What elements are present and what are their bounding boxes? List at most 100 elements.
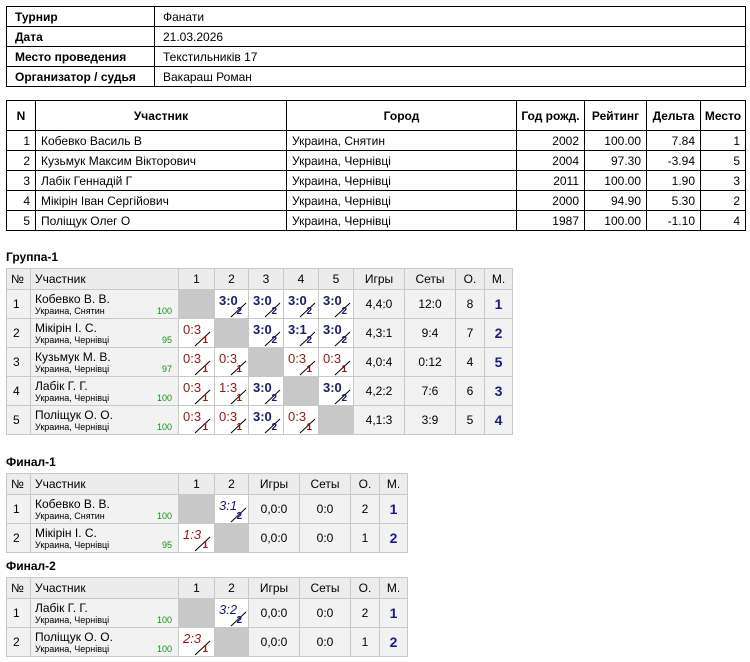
info-label: Организатор / судья [6, 66, 155, 87]
participant-city: Украина, Чернівці [35, 644, 110, 654]
diagonal-cell [214, 318, 249, 348]
result-cell: 2:3 1 [178, 627, 215, 657]
result-cell: 0:3 1 [318, 347, 354, 377]
diagonal-cell [283, 376, 319, 406]
header-row: № Участник 1 2 Игры Сеты О. М. [6, 577, 408, 599]
row-number: 1 [6, 289, 31, 319]
place: 2 [379, 627, 408, 657]
diagonal-cell [214, 627, 249, 657]
sets: 0:12 [404, 347, 456, 377]
group-title: Финал-1 [6, 455, 56, 469]
participant-city: Украина, Снятин [35, 511, 105, 521]
result-points: 2 [236, 615, 242, 626]
result-slash [299, 302, 316, 318]
player-cell: Кузьмук Максим Вікторович [35, 150, 287, 171]
participant-rating: 100 [156, 511, 172, 521]
result-score: 0:3 [288, 351, 307, 366]
result-score: 2:3 [183, 631, 202, 646]
result-cell: 3:0 2 [248, 376, 284, 406]
group-row: 1 Кобевко В. В. Украина, Снятин 100 3:0 2 3:0 2… [6, 289, 513, 319]
player-cell: 5 [700, 150, 746, 171]
participant: Лабік Г. Г. Украина, Чернівці 100 [31, 377, 178, 405]
result-slash [230, 389, 247, 405]
diagonal-cell [248, 347, 284, 377]
result-points: 2 [271, 306, 277, 317]
participant-cell: Лабік Г. Г. Украина, Чернівці 100 [30, 376, 179, 406]
participant: Лабік Г. Г. Украина, Чернівці 100 [31, 599, 178, 627]
player-cell: 4 [6, 190, 36, 211]
games: 4,0:4 [353, 347, 405, 377]
participant: Поліщук О. О. Украина, Чернівці 100 [31, 406, 178, 434]
points: 2 [350, 598, 380, 628]
column-header: Участник [30, 268, 179, 290]
diagonal-cell [318, 405, 354, 435]
result-cell: 3:0 2 [318, 376, 354, 406]
points: 5 [455, 405, 485, 435]
result-cell: 0:3 1 [214, 405, 249, 435]
participant-city: Украина, Чернівці [35, 393, 110, 403]
column-header: Год рожд. [516, 100, 585, 131]
place: 2 [379, 523, 408, 553]
result-slash [299, 360, 316, 376]
player-cell: 100.00 [584, 210, 647, 231]
info-table: Турнир Фанати Дата 21.03.2026 Место проведен… [6, 6, 746, 87]
player-row: 5 Поліщук Олег О Украина, Чернівці 1987 100.… [6, 210, 746, 231]
result-points: 2 [306, 306, 312, 317]
participant-name: Кобевко В. В. [35, 292, 110, 306]
result-slash [194, 331, 211, 347]
place: 1 [484, 289, 513, 319]
row-number: 5 [6, 405, 31, 435]
games: 0,0:0 [248, 494, 300, 524]
participant-cell: Лабік Г. Г. Украина, Чернівці 100 [30, 598, 179, 628]
participant-rating: 100 [156, 644, 172, 654]
column-header: № [6, 577, 31, 599]
result-score: 0:3 [183, 380, 202, 395]
place: 2 [484, 318, 513, 348]
column-header: 1 [178, 473, 215, 495]
column-header: 2 [214, 473, 249, 495]
info-row: Место проведения Текстильників 17 [6, 46, 746, 67]
sets: 3:9 [404, 405, 456, 435]
participant: Кобевко В. В. Украина, Снятин 100 [31, 290, 178, 318]
players-table: N Участник Город Год рожд. Рейтинг Дельта Мест… [6, 100, 746, 231]
result-slash [230, 360, 247, 376]
column-header: Участник [30, 577, 179, 599]
result-score: 3:2 [219, 602, 238, 617]
result-slash [194, 360, 211, 376]
points: 7 [455, 318, 485, 348]
result-slash [194, 418, 211, 434]
player-row: 4 Мікірін Іван Сергійович Украина, Чернівц… [6, 190, 746, 211]
sets: 0:0 [299, 627, 351, 657]
player-cell: 5 [6, 210, 36, 231]
result-slash [194, 640, 211, 656]
result-cell: 3:1 2 [283, 318, 319, 348]
result-points: 1 [202, 644, 208, 655]
player-cell: -3.94 [646, 150, 701, 171]
participant-cell: Кобевко В. В. Украина, Снятин 100 [30, 494, 179, 524]
group-row: 2 Поліщук О. О. Украина, Чернівці 100 2:3 1 0,… [6, 627, 408, 657]
result-score: 3:0 [253, 380, 272, 395]
column-header: О. [350, 577, 380, 599]
column-header: 4 [283, 268, 319, 290]
place: 3 [484, 376, 513, 406]
result-score: 3:0 [323, 380, 342, 395]
player-cell: Украина, Чернівці [286, 150, 517, 171]
player-cell: 2002 [516, 130, 585, 151]
result-score: 3:1 [219, 498, 238, 513]
result-score: 0:3 [288, 409, 307, 424]
result-points: 1 [202, 335, 208, 346]
column-header: Сеты [299, 473, 351, 495]
player-cell: 2004 [516, 150, 585, 171]
result-points: 1 [202, 364, 208, 375]
player-cell: 1.90 [646, 170, 701, 191]
participant-city: Украина, Чернівці [35, 540, 110, 550]
result-slash [264, 331, 281, 347]
player-cell: Украина, Чернівці [286, 190, 517, 211]
row-number: 2 [6, 523, 31, 553]
column-header: Игры [248, 577, 300, 599]
info-label: Турнир [6, 6, 155, 27]
column-header: Игры [353, 268, 405, 290]
participant-rating: 100 [156, 393, 172, 403]
player-cell: 2000 [516, 190, 585, 211]
